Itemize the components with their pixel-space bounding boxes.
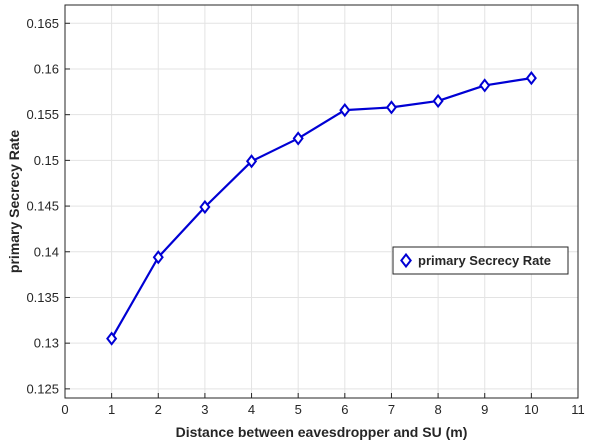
plot-frame — [64, 4, 579, 399]
y-tick-label: 0.165 — [26, 16, 59, 31]
x-tick-label: 4 — [248, 402, 255, 417]
series-layer — [106, 70, 537, 346]
y-tick-label: 0.145 — [26, 199, 59, 214]
data-point-marker — [292, 131, 304, 146]
x-tick-label: 7 — [388, 402, 395, 417]
y-tick-label: 0.13 — [34, 336, 59, 351]
x-tick-label: 5 — [295, 402, 302, 417]
x-tick-label: 8 — [434, 402, 441, 417]
legend-box — [392, 246, 569, 275]
x-tick-label: 6 — [341, 402, 348, 417]
data-point-marker — [479, 78, 491, 93]
y-tick-label: 0.16 — [34, 61, 59, 76]
x-tick-label: 0 — [61, 402, 68, 417]
x-tick-label: 1 — [108, 402, 115, 417]
x-tick-label: 11 — [571, 402, 585, 417]
x-tick-label: 2 — [155, 402, 162, 417]
y-axis-title: primary Secrecy Rate — [6, 130, 22, 273]
legend: primary Secrecy Rate — [392, 246, 569, 275]
legend-label: primary Secrecy Rate — [418, 253, 551, 268]
axes: 0 1 2 3 4 5 6 7 8 9 10 11 0.125 0.13 0.135 0.14 0.145 0.1… — [26, 4, 585, 417]
data-point-marker — [525, 70, 537, 86]
x-axis-title: Distance between eavesdropper and SU (m) — [176, 424, 468, 440]
y-tick-label: 0.155 — [26, 107, 59, 122]
data-point-marker — [106, 331, 118, 346]
data-point-marker — [245, 154, 258, 169]
data-point-marker — [339, 102, 351, 118]
x-tick-label: 9 — [481, 402, 488, 417]
y-tick-label: 0.14 — [34, 244, 59, 259]
y-tick-label: 0.135 — [26, 290, 59, 305]
data-point-marker — [152, 250, 164, 265]
data-point-marker — [199, 199, 211, 215]
y-tick-label: 0.15 — [34, 153, 59, 168]
series-line — [110, 77, 532, 340]
data-point-marker — [432, 93, 444, 109]
y-tick-label: 0.125 — [26, 381, 59, 396]
data-point-marker — [385, 100, 398, 115]
legend-marker — [400, 252, 412, 269]
x-tick-label: 10 — [524, 402, 538, 417]
x-tick-label: 3 — [201, 402, 208, 417]
